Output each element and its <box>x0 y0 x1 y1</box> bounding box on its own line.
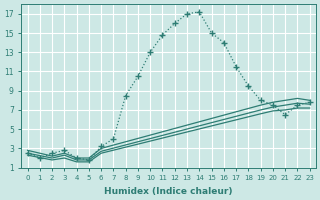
X-axis label: Humidex (Indice chaleur): Humidex (Indice chaleur) <box>104 187 233 196</box>
